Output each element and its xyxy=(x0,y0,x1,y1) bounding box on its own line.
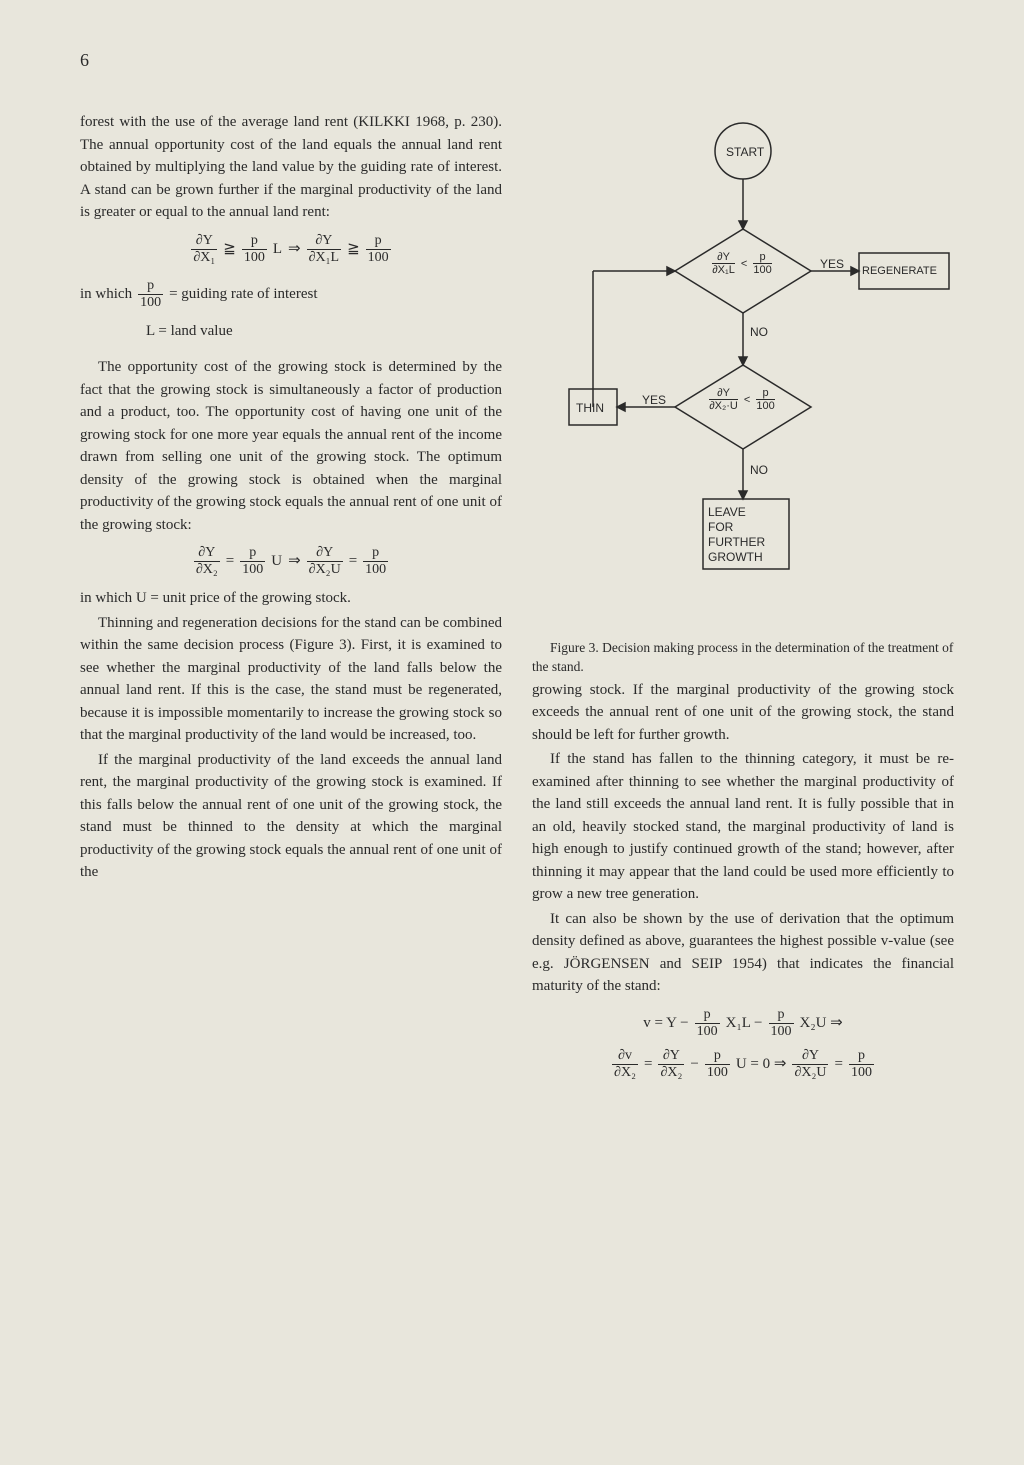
paragraph: forest with the use of the average land … xyxy=(80,111,502,224)
flowchart-regenerate-label: REGENERATE xyxy=(862,263,937,280)
paragraph: Thinning and regeneration decisions for … xyxy=(80,612,502,747)
left-column: forest with the use of the average land … xyxy=(80,111,502,1090)
paragraph: in which U = unit price of the growing s… xyxy=(80,587,502,610)
equation-land-value: L = land value xyxy=(80,320,502,343)
flowchart-no-1: NO xyxy=(750,323,768,341)
paragraph: The opportunity cost of the growing stoc… xyxy=(80,356,502,536)
flowchart-start-label: START xyxy=(726,143,764,161)
flowchart-no-2: NO xyxy=(750,461,768,479)
page-number: 6 xyxy=(80,50,954,71)
equation-v: v = Y − p100 X₁L − p100 X₂U ⇒ xyxy=(532,1008,954,1039)
flowchart-decision-1: ∂Y ∂X₁L < p 100 xyxy=(702,251,782,276)
paragraph: growing stock. If the marginal productiv… xyxy=(532,679,954,747)
paragraph: If the marginal productivity of the land… xyxy=(80,749,502,884)
flowchart-thin-label: THIN xyxy=(576,399,604,417)
equation-3: ∂Y∂X₂ = p100 U ⇒ ∂Y∂X₂U = p100 xyxy=(80,546,502,577)
equation-guiding-rate: in which p100 = guiding rate of interest xyxy=(80,279,502,310)
paragraph: If the stand has fallen to the thinning … xyxy=(532,748,954,906)
right-column: START ∂Y ∂X₁L < p 100 YES REGENERATE NO xyxy=(532,111,954,1090)
equation-1: ∂Y∂X₁ ≧ p100 L ⇒ ∂Y∂X₁L ≧ p100 xyxy=(80,234,502,265)
flowchart-decision-2: ∂Y ∂X₂·U < p 100 xyxy=(702,387,782,412)
flowchart-figure: START ∂Y ∂X₁L < p 100 YES REGENERATE NO xyxy=(532,111,954,631)
equation-dv: ∂v∂X₂ = ∂Y∂X₂ − p100 U = 0 ⇒ ∂Y∂X₂U = p1… xyxy=(532,1049,954,1080)
flowchart-yes-1: YES xyxy=(820,255,844,273)
figure-caption: Figure 3. Decision making process in the… xyxy=(532,639,954,677)
flowchart-yes-2: YES xyxy=(642,391,666,409)
flowchart-leave-label: LEAVE FOR FURTHER GROWTH xyxy=(708,505,765,565)
paragraph: It can also be shown by the use of deriv… xyxy=(532,908,954,998)
